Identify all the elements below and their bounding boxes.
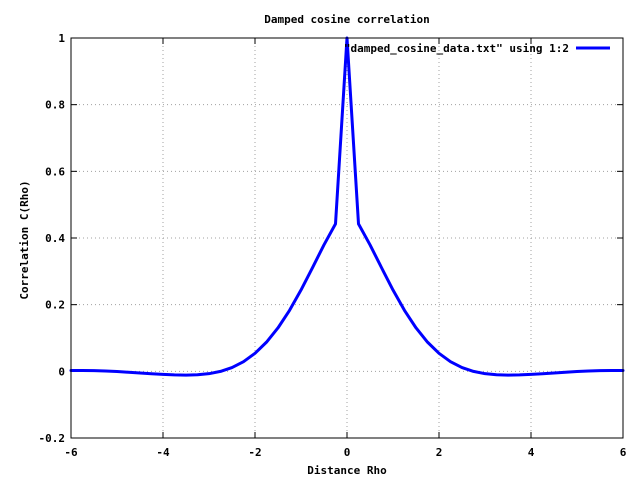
x-tick-label: -6 [64,446,78,459]
grid [71,38,623,438]
x-tick-label: 6 [620,446,627,459]
legend-entry-label: "damped_cosine_data.txt" using 1:2 [344,42,569,55]
x-tick-label: -2 [248,446,261,459]
x-tick-label: -4 [156,446,170,459]
y-tick-label: 0.2 [45,299,65,312]
x-axis-label: Distance Rho [307,464,387,477]
y-tick-label: 0.6 [45,165,65,178]
y-tick-label: -0.2 [39,432,66,445]
x-tick-label: 2 [436,446,443,459]
x-tick-label: 4 [528,446,535,459]
x-tick-label: 0 [344,446,351,459]
y-tick-label: 0.4 [45,232,65,245]
y-tick-label: 1 [58,32,65,45]
ticks: -6 -4 -2 0 2 4 6 -0.2 0 0.2 0.4 0.6 0.8 1 [39,32,627,459]
plot-frame [70,37,624,439]
y-tick-label: 0 [58,365,65,378]
y-axis-label: Correlation C(Rho) [18,180,31,299]
chart-title: Damped cosine correlation [264,13,430,26]
y-tick-label: 0.8 [45,99,65,112]
legend: "damped_cosine_data.txt" using 1:2 [344,42,610,55]
